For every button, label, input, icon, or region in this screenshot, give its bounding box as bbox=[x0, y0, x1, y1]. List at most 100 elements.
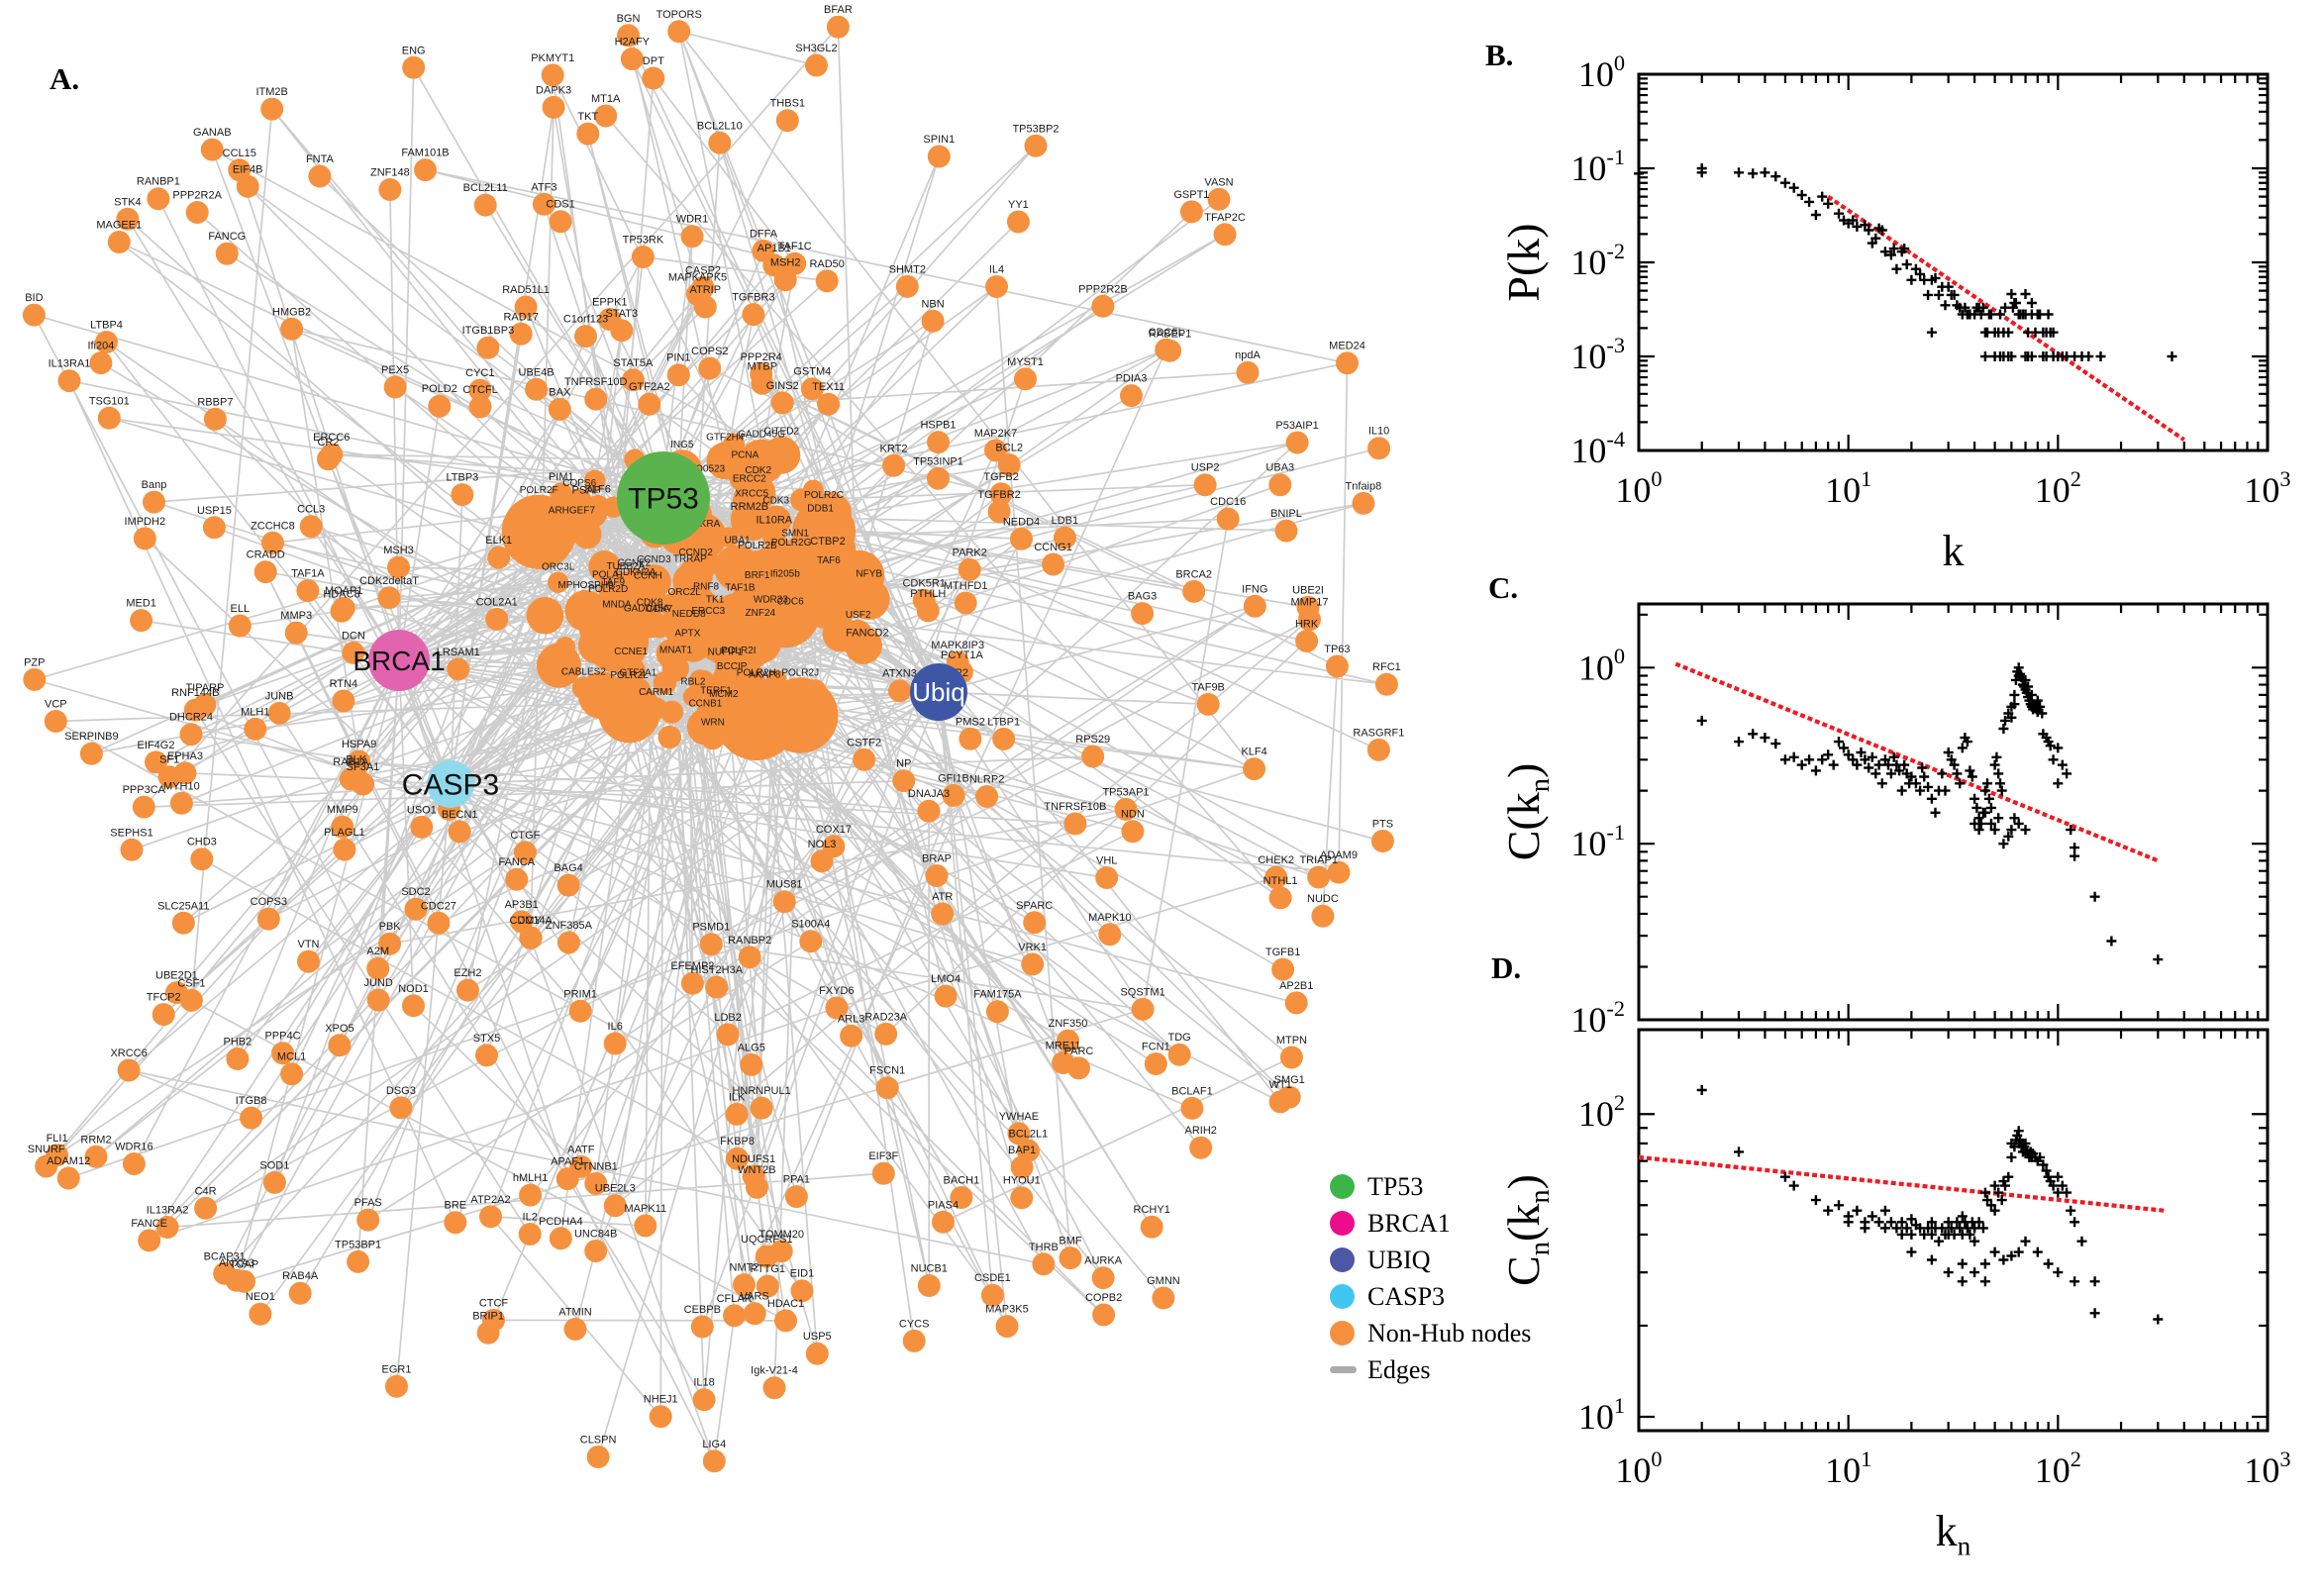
network-node bbox=[1179, 200, 1203, 224]
node-label: RANBP1 bbox=[137, 176, 180, 188]
node-label: IL6 bbox=[608, 1021, 623, 1033]
node-label: Banp bbox=[142, 479, 167, 491]
network-node bbox=[1010, 1155, 1034, 1179]
network-node bbox=[1295, 630, 1319, 652]
node-label: EIF3F bbox=[868, 1150, 898, 1162]
network-node bbox=[989, 482, 1013, 506]
legend-label: TP53 bbox=[1367, 1171, 1424, 1201]
axis-title: kn bbox=[1936, 1507, 1971, 1561]
node-label: DNAJA3 bbox=[908, 788, 950, 800]
node-label: XRCC5 bbox=[735, 488, 768, 499]
node-label: LDB2 bbox=[714, 1012, 742, 1024]
network-node bbox=[548, 397, 571, 421]
node-label: GADD45A bbox=[624, 604, 670, 615]
node-label: ATXN3 bbox=[882, 668, 917, 680]
legend-item-edges: Edges bbox=[1330, 1351, 1627, 1388]
node-label: DPT bbox=[643, 55, 664, 67]
network-node bbox=[1370, 830, 1394, 852]
network-node bbox=[578, 671, 626, 720]
node-label: MT1A bbox=[591, 93, 621, 105]
node-label: POLR2C bbox=[804, 490, 844, 501]
node-label: BAX bbox=[549, 386, 571, 398]
legend-item-brca1: BRCA1 bbox=[1330, 1205, 1627, 1242]
node-label: CCNH bbox=[634, 570, 662, 581]
node-label: UBE2I bbox=[1292, 584, 1324, 596]
network-node bbox=[1366, 738, 1390, 761]
network-node bbox=[518, 1223, 542, 1246]
network-node bbox=[716, 1023, 740, 1047]
node-label: BFAR bbox=[824, 4, 853, 16]
network-node bbox=[1053, 526, 1076, 549]
network-node bbox=[826, 15, 850, 39]
edge-swatch-icon bbox=[1330, 1366, 1357, 1373]
network-node bbox=[810, 849, 834, 873]
node-label: RABEP1 bbox=[1149, 328, 1191, 340]
node-label: NUFIP1 bbox=[708, 648, 744, 658]
node-label: CDK8 bbox=[637, 597, 663, 608]
network-node bbox=[959, 727, 982, 750]
network-node bbox=[810, 693, 831, 714]
network-node bbox=[1271, 957, 1295, 981]
plot-box bbox=[1637, 72, 2270, 452]
node-label: C4R bbox=[195, 1185, 217, 1197]
legend-item-non-hub-nodes: Non-Hub nodes bbox=[1330, 1315, 1627, 1351]
network-node bbox=[874, 1022, 898, 1046]
network-node bbox=[532, 192, 556, 216]
node-label: PIAS4 bbox=[928, 1199, 959, 1211]
node-label: PRKRA bbox=[686, 519, 721, 530]
node-label: TP53BP2 bbox=[1012, 123, 1059, 135]
network-node bbox=[738, 946, 761, 969]
network-node bbox=[1120, 384, 1143, 408]
network-node bbox=[925, 864, 949, 887]
network-node bbox=[816, 547, 840, 570]
node-label: FAM175A bbox=[973, 989, 1022, 1001]
network-node bbox=[510, 910, 534, 934]
node-label: POLR2H bbox=[737, 668, 776, 679]
node-label: APAF1 bbox=[551, 1156, 584, 1168]
tick-label: 100 bbox=[1578, 644, 1625, 687]
node-label: CCNE1 bbox=[614, 647, 648, 657]
network-node bbox=[280, 317, 304, 341]
node-label: UBE2D1 bbox=[155, 970, 198, 982]
network-node bbox=[1327, 860, 1351, 884]
network-node bbox=[569, 1154, 593, 1178]
network-node bbox=[505, 867, 529, 891]
network-node bbox=[541, 63, 564, 87]
network-node bbox=[332, 689, 355, 713]
node-label: GMNN bbox=[1147, 1275, 1180, 1287]
network-node bbox=[130, 609, 153, 633]
network-node bbox=[448, 820, 471, 844]
node-label: SHMT2 bbox=[889, 263, 926, 275]
node-label: FANCA bbox=[498, 856, 535, 868]
node-label: IL4 bbox=[989, 264, 1004, 276]
network-node bbox=[328, 1034, 352, 1057]
panel-c-label: C. bbox=[1488, 570, 1519, 605]
network-node bbox=[584, 387, 608, 411]
node-label: PPP4C bbox=[264, 1031, 300, 1043]
network-node bbox=[236, 174, 259, 198]
node-label: STAT3 bbox=[605, 308, 638, 320]
tick-label: 10-2 bbox=[1570, 996, 1625, 1040]
hub-node-tp53 bbox=[617, 451, 710, 545]
node-label: RAD17 bbox=[503, 311, 538, 323]
node-label: MLH1 bbox=[241, 706, 269, 718]
network-node bbox=[378, 932, 402, 955]
node-label: MED24 bbox=[1329, 341, 1365, 352]
node-label: BCLAF1 bbox=[1171, 1085, 1213, 1097]
node-label: GSTM4 bbox=[793, 366, 831, 378]
node-label: IL2 bbox=[523, 1212, 538, 1224]
network-node bbox=[44, 710, 67, 733]
network-node bbox=[1144, 1052, 1167, 1075]
network-node bbox=[185, 201, 209, 224]
node-label: ELL bbox=[231, 603, 251, 615]
network-node bbox=[762, 1376, 786, 1400]
network-node bbox=[366, 956, 390, 980]
network-node bbox=[1268, 473, 1292, 497]
network-node bbox=[733, 1273, 756, 1297]
network-node bbox=[1243, 757, 1266, 781]
node-label: MAPKAPK5 bbox=[668, 271, 727, 283]
network-node bbox=[775, 109, 799, 133]
node-label: MAP3K5 bbox=[985, 1304, 1028, 1316]
node-label: ADAM9 bbox=[1320, 849, 1358, 861]
nonhub-nodes bbox=[22, 15, 1398, 1473]
